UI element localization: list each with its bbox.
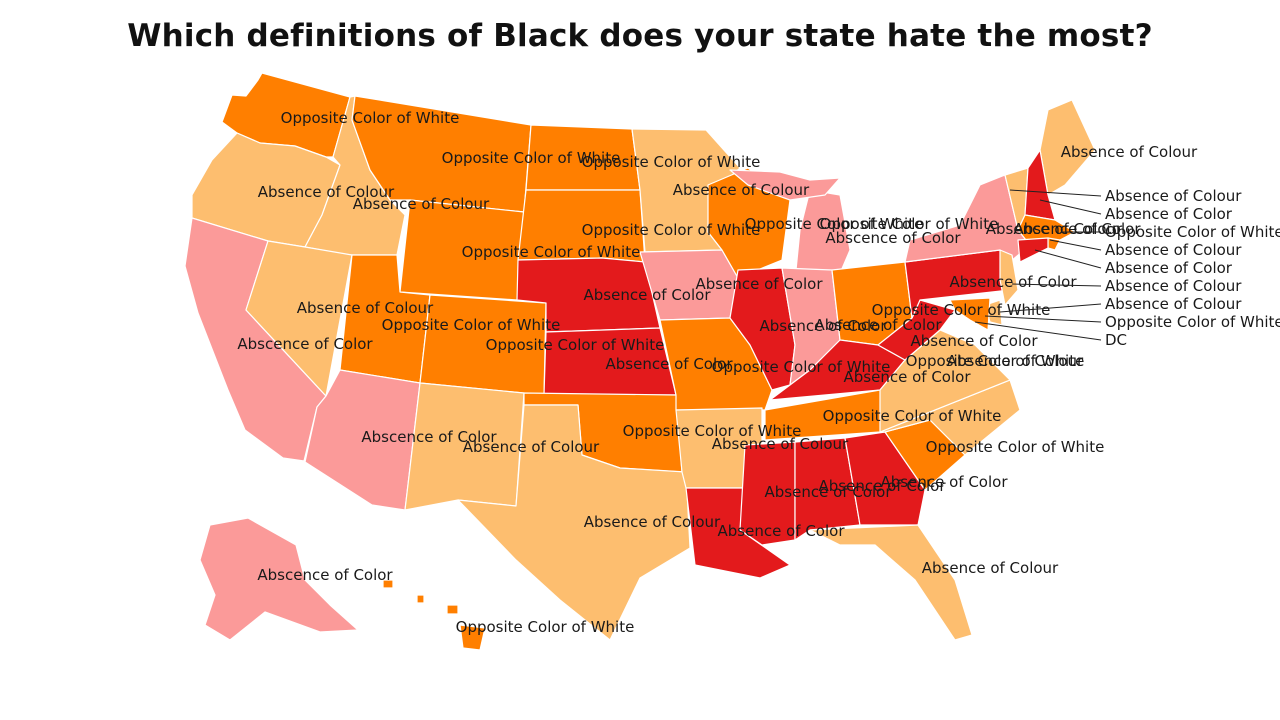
state-label-ny: Absence of Colour (986, 220, 1123, 238)
state-up (729, 169, 841, 201)
map-title: Which definitions of Black does your sta… (127, 18, 1153, 54)
state-nv (245, 240, 353, 397)
state-label-ok: Opposite Color of White (623, 422, 802, 440)
callout-label: Absence of Color (1105, 205, 1233, 223)
state-label-wi: Absence of Colour (673, 181, 810, 199)
callout-label: Absence of Colour (1105, 277, 1242, 295)
state-label-mt: Opposite Color of White (442, 149, 621, 167)
callout-leader-line (1039, 199, 1102, 215)
state-label-ks: Absence of Color (606, 355, 734, 373)
state-label-nc: Opposite Color of White (906, 352, 1085, 370)
state-nj (999, 249, 1019, 306)
state-label-ak: Abscence of Color (257, 566, 393, 584)
state-label-co: Opposite Color of White (486, 336, 665, 354)
state-label-sc: Opposite Color of White (926, 438, 1105, 456)
state-label-ia: Absence of Color (696, 275, 824, 293)
callout-label: Absence of Colour (1105, 241, 1242, 259)
callout-leader-line (1011, 283, 1102, 287)
state-label-ne: Absence of Color (584, 286, 712, 304)
state-label-tx: Absence of Colour (584, 513, 721, 531)
state-label-mo: Opposite Color of White (712, 358, 891, 376)
state-label-nv: Absence of Colour (297, 299, 434, 317)
state-label-wv: Absence of Color (911, 332, 1039, 350)
state-ri (1047, 237, 1061, 251)
callout-label: Absence of Colour (1105, 295, 1242, 313)
state-al (794, 437, 861, 541)
state-label-az: Abscence of Color (361, 428, 497, 446)
state-tx (457, 404, 691, 641)
state-hi (382, 579, 486, 651)
callout-label: DC (1105, 331, 1127, 349)
state-label-or: Absence of Colour (258, 183, 395, 201)
state-label-mn: Opposite Color of White (745, 215, 924, 233)
state-label-al: Absence of Color (819, 477, 947, 495)
state-ms (739, 441, 796, 546)
state-label-id: Absence of Colour (353, 195, 490, 213)
state-label-in: Absence of Color (815, 316, 943, 334)
state-shapes (184, 72, 1096, 651)
state-label-pa: Absence of Color (950, 273, 1078, 291)
state-ct (1017, 237, 1049, 263)
state-label-fl: Absence of Colour (922, 559, 1059, 577)
callout-leader-line (999, 303, 1102, 313)
state-label-ma: Absence of Color (1014, 220, 1142, 238)
state-label-ms: Absence of Color (765, 483, 893, 501)
state-label-wa: Opposite Color of White (281, 109, 460, 127)
state-label-ca: Abscence of Color (237, 335, 373, 353)
state-label-nm: Absence of Colour (463, 438, 600, 456)
state-md (949, 297, 991, 331)
state-nh (1024, 149, 1056, 221)
state-label-oh: Opposite Color of White (872, 301, 1051, 319)
state-label-tn: Absence of Colour (712, 435, 849, 453)
state-label-wy: Opposite Color of White (462, 243, 641, 261)
callout-label: Absence of Color (1105, 259, 1233, 277)
callout-leader-line (1009, 189, 1102, 197)
callout-label: Opposite Color of White (1105, 313, 1280, 331)
state-label-va: Absence of Colour (947, 352, 1084, 370)
callout-label: Absence of Colour (1105, 187, 1242, 205)
state-ga (844, 431, 926, 526)
state-label-ar: Opposite Color of White (823, 407, 1002, 425)
state-label-mi: Abscence of Color (825, 229, 961, 247)
state-label-sd: Opposite Color of White (582, 221, 761, 239)
state-label-ga: Absence of Color (881, 473, 1009, 491)
state-ak (199, 517, 359, 641)
callout-leader-line (1034, 249, 1102, 269)
state-label-nd: Opposite Color of White (582, 153, 761, 171)
callout-leader-line (974, 321, 1102, 341)
callout-leader-line (984, 315, 1102, 323)
state-label-ky: Absence of Color (844, 368, 972, 386)
state-label-up: Opposite Color of White (820, 215, 999, 233)
callout-label: Opposite Color of White (1105, 223, 1280, 241)
state-label-me: Absence of Colour (1061, 143, 1198, 161)
state-label-hi: Opposite Color of White (456, 618, 635, 636)
state-fl (809, 524, 973, 641)
callout-leader-line (1049, 239, 1102, 251)
state-label-la: Absence of Color (718, 522, 846, 540)
state-label-ut: Opposite Color of White (382, 316, 561, 334)
state-label-il: Absence of Color (760, 317, 888, 335)
